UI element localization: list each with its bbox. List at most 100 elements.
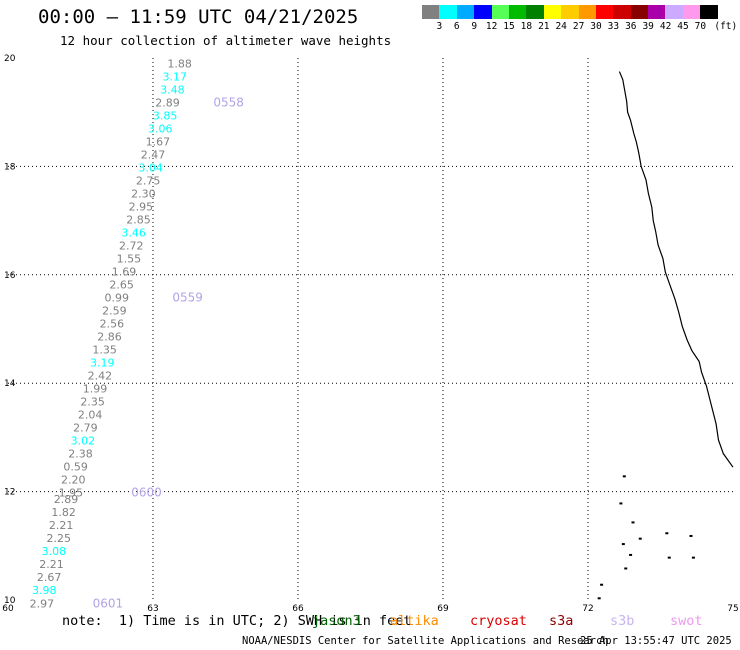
color-swatch xyxy=(578,5,596,19)
island-fragment xyxy=(638,537,642,540)
latitude-tick-label: 10 xyxy=(4,596,16,606)
color-scale-label: 45 xyxy=(677,21,689,32)
island-fragment xyxy=(597,597,601,600)
wave-height-color-scale xyxy=(422,5,718,19)
color-swatch xyxy=(561,5,579,19)
color-swatch xyxy=(456,5,475,19)
legend-jason3: jason3 xyxy=(312,613,361,629)
wave-height-value: 3.17 xyxy=(163,70,188,83)
wave-height-value: 2.72 xyxy=(119,240,144,253)
latitude-tick-label: 14 xyxy=(4,379,16,389)
wave-height-value: 3.04 xyxy=(138,161,163,174)
color-scale-label: 9 xyxy=(471,21,478,32)
time-label: 0558 xyxy=(213,95,244,109)
latitude-tick-label: 16 xyxy=(4,271,16,281)
wave-height-value: 2.25 xyxy=(47,532,72,545)
color-scale-labels: 3 6 9 12 15 18 21 24 27 30 33 36 39 42 45 70 (ft) xyxy=(422,21,740,33)
wave-height-value: 3.98 xyxy=(32,584,57,597)
color-swatch xyxy=(613,5,631,19)
color-scale-label: 33 xyxy=(607,21,620,32)
wave-height-value: 2.56 xyxy=(100,318,125,331)
island-fragment xyxy=(622,475,626,478)
time-label: 0559 xyxy=(172,291,203,305)
color-scale-label: 24 xyxy=(555,21,567,32)
wave-height-value: 2.75 xyxy=(136,174,161,187)
wave-height-value: 2.65 xyxy=(109,279,134,292)
wave-height-value: 2.95 xyxy=(129,201,154,214)
wave-height-value: 3.48 xyxy=(160,83,185,96)
island-fragment xyxy=(624,567,628,570)
wave-height-value: 2.86 xyxy=(97,331,122,344)
wave-height-value: 2.67 xyxy=(37,571,62,584)
island-fragment xyxy=(665,532,669,535)
color-swatch xyxy=(648,5,666,19)
coastline xyxy=(618,71,734,468)
wave-height-value: 3.08 xyxy=(42,545,67,558)
color-scale-label: 36 xyxy=(625,21,637,32)
color-swatch xyxy=(508,5,527,19)
island-fragment xyxy=(631,521,635,524)
wave-height-value: 0.99 xyxy=(105,292,130,305)
color-swatch xyxy=(595,5,614,19)
longitude-tick-label: 75 xyxy=(727,604,738,614)
wave-height-value: 1.99 xyxy=(83,383,108,396)
wave-height-value: 2.89 xyxy=(54,493,79,506)
longitude-tick-label: 60 xyxy=(2,604,14,614)
color-scale-label: 39 xyxy=(642,21,654,32)
wave-height-value: 2.89 xyxy=(155,96,180,109)
wave-height-value: 2.21 xyxy=(49,519,74,532)
color-swatch xyxy=(630,5,649,19)
legend-s3b: s3b xyxy=(610,613,635,629)
wave-height-value: 1.88 xyxy=(167,57,192,70)
island-fragment xyxy=(600,583,604,586)
legend-altika: altika xyxy=(390,613,439,629)
wave-height-value: 2.79 xyxy=(73,422,98,435)
wave-height-value: 3.46 xyxy=(121,227,146,240)
wave-height-value: 1.95 xyxy=(59,487,84,500)
wave-height-value: 2.47 xyxy=(141,148,166,161)
time-label: 0601 xyxy=(93,596,124,610)
island-fragment xyxy=(691,556,695,559)
longitude-tick-label: 63 xyxy=(147,604,158,614)
latitude-tick-label: 12 xyxy=(4,488,15,498)
wave-height-value: 2.30 xyxy=(131,188,156,201)
color-scale-unit: (ft) xyxy=(714,21,738,32)
color-scale-label: 30 xyxy=(590,21,602,32)
longitude-tick-label: 66 xyxy=(292,604,304,614)
wave-height-value: 3.85 xyxy=(153,109,178,122)
wave-height-value: 2.04 xyxy=(78,409,103,422)
legend-cryosat: cryosat xyxy=(470,613,527,629)
color-scale-label: 27 xyxy=(572,21,585,32)
color-scale-label: 15 xyxy=(503,21,515,32)
wave-height-value: 3.02 xyxy=(71,435,96,448)
color-swatch xyxy=(526,5,544,19)
wave-height-value: 2.35 xyxy=(80,396,105,409)
wave-height-value: 2.20 xyxy=(61,474,86,487)
wave-height-value: 2.59 xyxy=(102,305,127,318)
color-scale-label: 6 xyxy=(453,21,460,32)
legend-swot: swot xyxy=(670,613,703,629)
wave-height-value: 3.19 xyxy=(90,357,115,370)
wave-height-value: 2.97 xyxy=(30,597,55,610)
map-subtitle: 12 hour collection of altimeter wave hei… xyxy=(60,33,392,48)
color-scale-label: 18 xyxy=(520,21,533,32)
wave-height-value: 1.35 xyxy=(92,344,117,357)
color-swatch xyxy=(543,5,562,19)
wave-height-value: 1.55 xyxy=(117,253,142,266)
island-fragment xyxy=(621,543,625,546)
wave-height-value: 1.82 xyxy=(51,506,76,519)
wave-height-value: 1.69 xyxy=(112,266,137,279)
longitude-tick-label: 72 xyxy=(582,604,593,614)
map-title: 00:00 – 11:59 UTC 04/21/2025 xyxy=(38,6,359,28)
time-label: 0600 xyxy=(131,486,162,500)
units-note: note: 1) Time is in UTC; 2) SWH is in fe… xyxy=(62,613,412,629)
color-scale-label: 21 xyxy=(538,21,550,32)
color-swatch xyxy=(491,5,509,19)
latitude-tick-label: 18 xyxy=(4,162,16,172)
wave-height-value: 2.42 xyxy=(88,370,113,383)
color-swatch xyxy=(422,5,440,19)
color-scale-label: 70 xyxy=(694,21,707,32)
credit-text: NOAA/NESDIS Center for Satellite Applica… xyxy=(242,635,609,647)
wave-height-value: 2.38 xyxy=(68,448,93,461)
